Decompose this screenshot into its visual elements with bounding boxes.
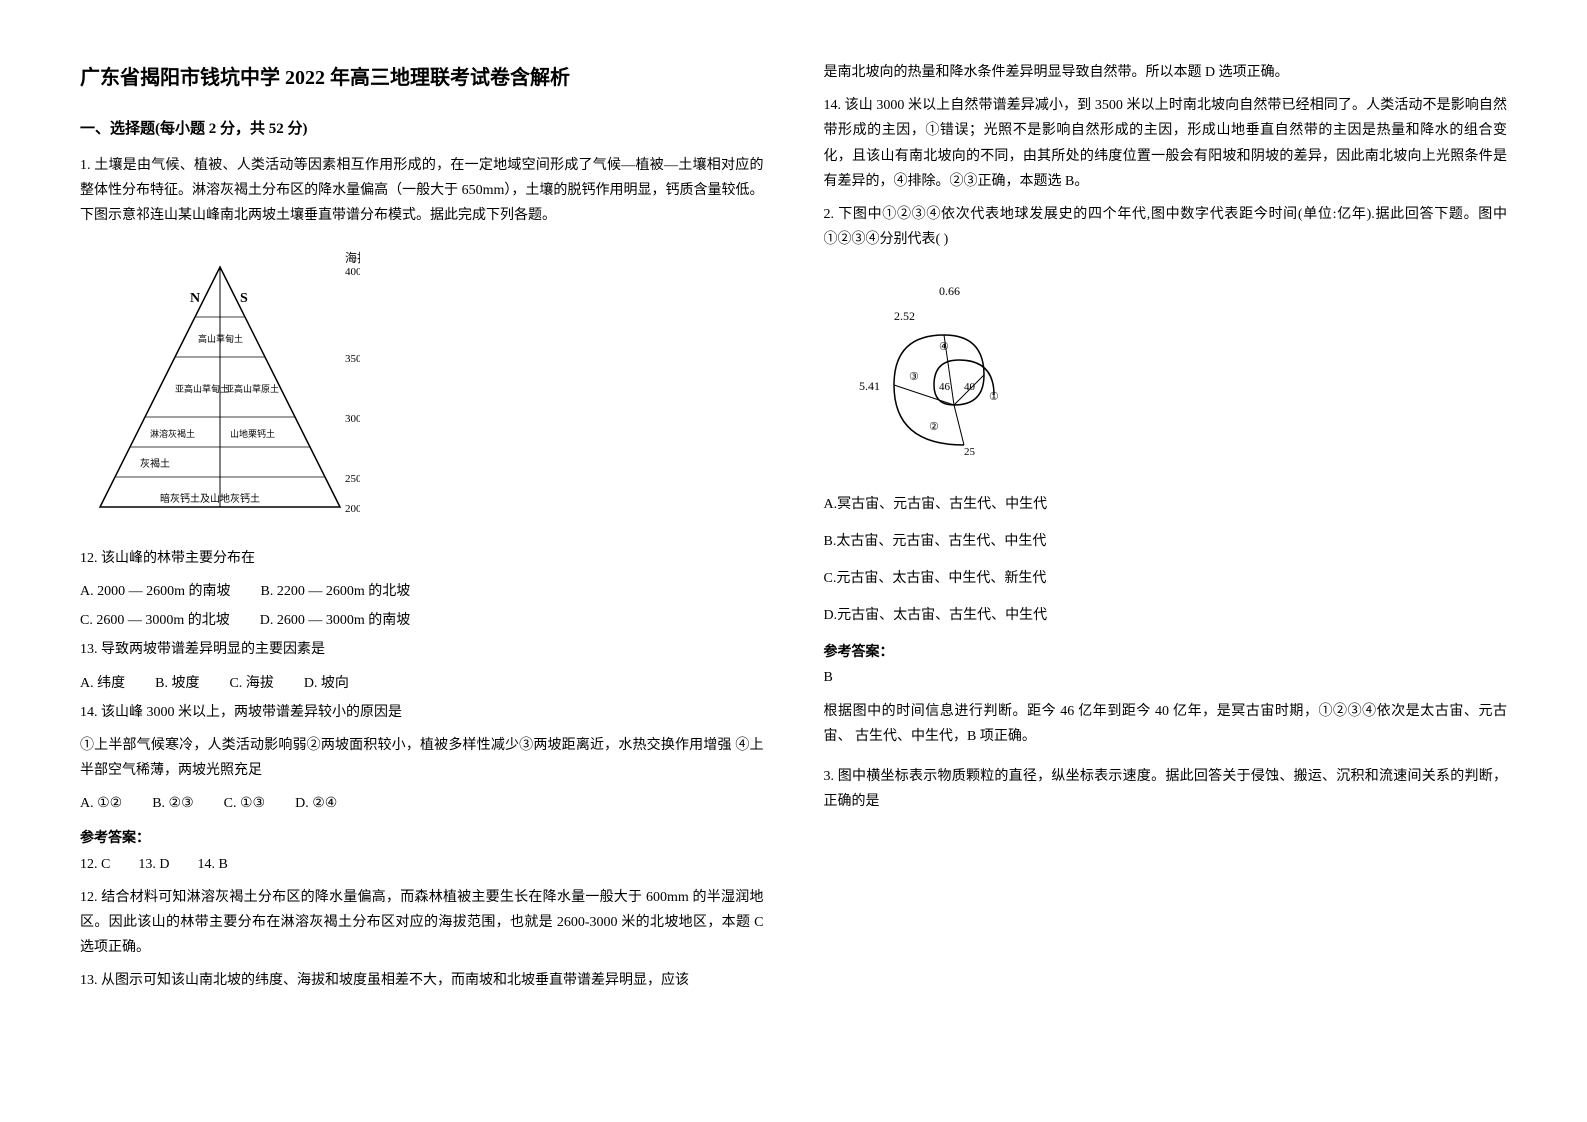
q14-opt-c: C. ①③ xyxy=(224,791,265,816)
answer-label-1: 参考答案： xyxy=(80,826,764,851)
q1-intro: 1. 土壤是由气候、植被、人类活动等因素相互作用形成的，在一定地域空间形成了气候… xyxy=(80,153,764,229)
svg-text:灰褐土: 灰褐土 xyxy=(140,457,170,470)
q14-opt-b: B. ②③ xyxy=(152,791,193,816)
q12-opt-d: D. 2600 — 3000m 的南坡 xyxy=(260,608,411,633)
svg-text:2000: 2000 xyxy=(345,503,360,515)
svg-text:5.41: 5.41 xyxy=(859,379,880,393)
svg-text:②: ② xyxy=(929,421,939,433)
svg-text:高山草甸土: 高山草甸土 xyxy=(198,333,243,344)
mountain-diagram: 海拔(m) 4000 3500 3000 2500 2000 N S 高山草甸土… xyxy=(80,247,360,527)
svg-text:淋溶灰褐土: 淋溶灰褐土 xyxy=(150,428,195,439)
q13-opt-c: C. 海拔 xyxy=(229,671,273,696)
svg-text:①: ① xyxy=(989,391,999,403)
svg-text:亚高山草原土: 亚高山草原土 xyxy=(225,383,279,394)
svg-text:46: 46 xyxy=(939,381,951,393)
svg-text:3500: 3500 xyxy=(345,353,360,365)
exp2: 根据图中的时间信息进行判断。距今 46 亿年到距今 40 亿年，是冥古宙时期，①… xyxy=(824,699,1508,749)
spiral-diagram: 0.66 2.52 5.41 46 40 25 ① ② ③ ④ xyxy=(854,275,1054,455)
exp13: 13. 从图示可知该山南北坡的纬度、海拔和坡度虽相差不大，而南坡和北坡垂直带谱差… xyxy=(80,968,764,993)
q14: 14. 该山峰 3000 米以上，两坡带谱差异较小的原因是 xyxy=(80,700,764,725)
q2-opt-a: A.冥古宙、元古宙、古生代、中生代 xyxy=(824,492,1508,517)
q13-opt-b: B. 坡度 xyxy=(155,671,199,696)
q2-opt-b: B.太古宙、元古宙、古生代、中生代 xyxy=(824,529,1508,554)
exp12: 12. 结合材料可知淋溶灰褐土分布区的降水量偏高，而森林植被主要生长在降水量一般… xyxy=(80,885,764,961)
svg-text:4000: 4000 xyxy=(345,266,360,278)
q13-options: A. 纬度 B. 坡度 C. 海拔 D. 坡向 xyxy=(80,671,764,696)
q14-opt-a: A. ①② xyxy=(80,791,122,816)
q12-options-row2: C. 2600 — 3000m 的北坡 D. 2600 — 3000m 的南坡 xyxy=(80,608,764,633)
section-header: 一、选择题(每小题 2 分，共 52 分) xyxy=(80,116,764,143)
svg-text:S: S xyxy=(240,291,248,306)
q12-opt-c: C. 2600 — 3000m 的北坡 xyxy=(80,608,230,633)
right-column: 是南北坡向的热量和降水条件差异明显导致自然带。所以本题 D 选项正确。 14. … xyxy=(824,60,1508,1062)
svg-text:2.52: 2.52 xyxy=(894,309,915,323)
q13-opt-a: A. 纬度 xyxy=(80,671,125,696)
q14-options: A. ①② B. ②③ C. ①③ D. ②④ xyxy=(80,791,764,816)
svg-text:2500: 2500 xyxy=(345,473,360,485)
q13-opt-d: D. 坡向 xyxy=(304,671,349,696)
q12-opt-b: B. 2200 — 2600m 的北坡 xyxy=(261,579,411,604)
svg-text:暗灰钙土及山地灰钙土: 暗灰钙土及山地灰钙土 xyxy=(160,492,260,505)
left-column: 广东省揭阳市钱坑中学 2022 年高三地理联考试卷含解析 一、选择题(每小题 2… xyxy=(80,60,764,1062)
q2-intro: 2. 下图中①②③④依次代表地球发展史的四个年代,图中数字代表距今时间(单位:亿… xyxy=(824,202,1508,252)
exam-title: 广东省揭阳市钱坑中学 2022 年高三地理联考试卷含解析 xyxy=(80,60,764,96)
answer-label-2: 参考答案： xyxy=(824,640,1508,665)
svg-text:海拔(m): 海拔(m) xyxy=(345,250,360,265)
q12-opt-a: A. 2000 — 2600m 的南坡 xyxy=(80,579,231,604)
svg-text:25: 25 xyxy=(964,446,976,455)
q12: 12. 该山峰的林带主要分布在 xyxy=(80,546,764,571)
q14-text: ①上半部气候寒冷，人类活动影响弱②两坡面积较小，植被多样性减少③两坡距离近，水热… xyxy=(80,733,764,783)
svg-text:亚高山草甸土: 亚高山草甸土 xyxy=(175,383,229,394)
q12-options-row1: A. 2000 — 2600m 的南坡 B. 2200 — 2600m 的北坡 xyxy=(80,579,764,604)
q3: 3. 图中横坐标表示物质颗粒的直径，纵坐标表示速度。据此回答关于侵蚀、搬运、沉积… xyxy=(824,764,1508,814)
q2-opt-c: C.元古宙、太古宙、中生代、新生代 xyxy=(824,566,1508,591)
exp14: 14. 该山 3000 米以上自然带谱差异减小，到 3500 米以上时南北坡向自… xyxy=(824,93,1508,194)
svg-text:0.66: 0.66 xyxy=(939,284,960,298)
svg-text:3000: 3000 xyxy=(345,413,360,425)
svg-text:④: ④ xyxy=(939,341,949,353)
svg-text:N: N xyxy=(190,291,200,306)
cont13: 是南北坡向的热量和降水条件差异明显导致自然带。所以本题 D 选项正确。 xyxy=(824,60,1508,85)
svg-text:40: 40 xyxy=(964,381,976,393)
q2-opt-d: D.元古宙、太古宙、古生代、中生代 xyxy=(824,603,1508,628)
q13: 13. 导致两坡带谱差异明显的主要因素是 xyxy=(80,637,764,662)
q14-opt-d: D. ②④ xyxy=(295,791,337,816)
svg-text:山地栗钙土: 山地栗钙土 xyxy=(230,428,275,439)
answer2: B xyxy=(824,665,1508,690)
svg-text:③: ③ xyxy=(909,371,919,383)
answers-line: 12. C 13. D 14. B xyxy=(80,852,764,877)
